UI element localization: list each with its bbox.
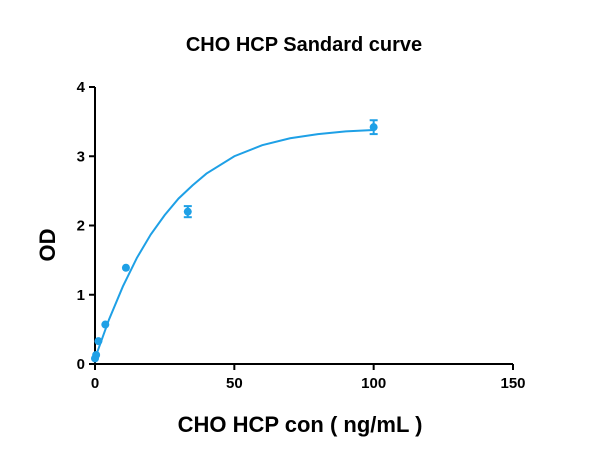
y-axis-label: OD [35,229,60,262]
x-axis-label: CHO HCP con ( ng/mL ) [178,412,423,437]
y-tick-label: 1 [77,287,85,304]
y-tick-label: 2 [77,218,85,235]
data-point [94,337,103,346]
y-tick-label: 3 [77,148,85,165]
plot-area [91,119,378,363]
x-tick-label: 150 [500,375,525,392]
y-tick-label: 0 [77,356,85,373]
y-axis: 0 1 2 3 4 OD [35,79,96,373]
x-ticks: 0 50 100 150 [91,364,526,392]
x-tick-label: 50 [226,375,243,392]
y-tick-label: 4 [77,79,86,96]
x-tick-label: 0 [91,375,99,392]
data-point [369,123,378,132]
data-point [183,207,192,216]
x-tick-label: 100 [361,375,386,392]
x-axis: 0 50 100 150 CHO HCP con ( ng/mL ) [91,363,526,437]
y-ticks: 0 1 2 3 4 [77,79,95,373]
fit-curve-line [94,128,374,359]
data-point [121,263,130,272]
data-point [101,320,110,329]
data-point [92,350,101,359]
chart-title: CHO HCP Sandard curve [186,34,422,56]
